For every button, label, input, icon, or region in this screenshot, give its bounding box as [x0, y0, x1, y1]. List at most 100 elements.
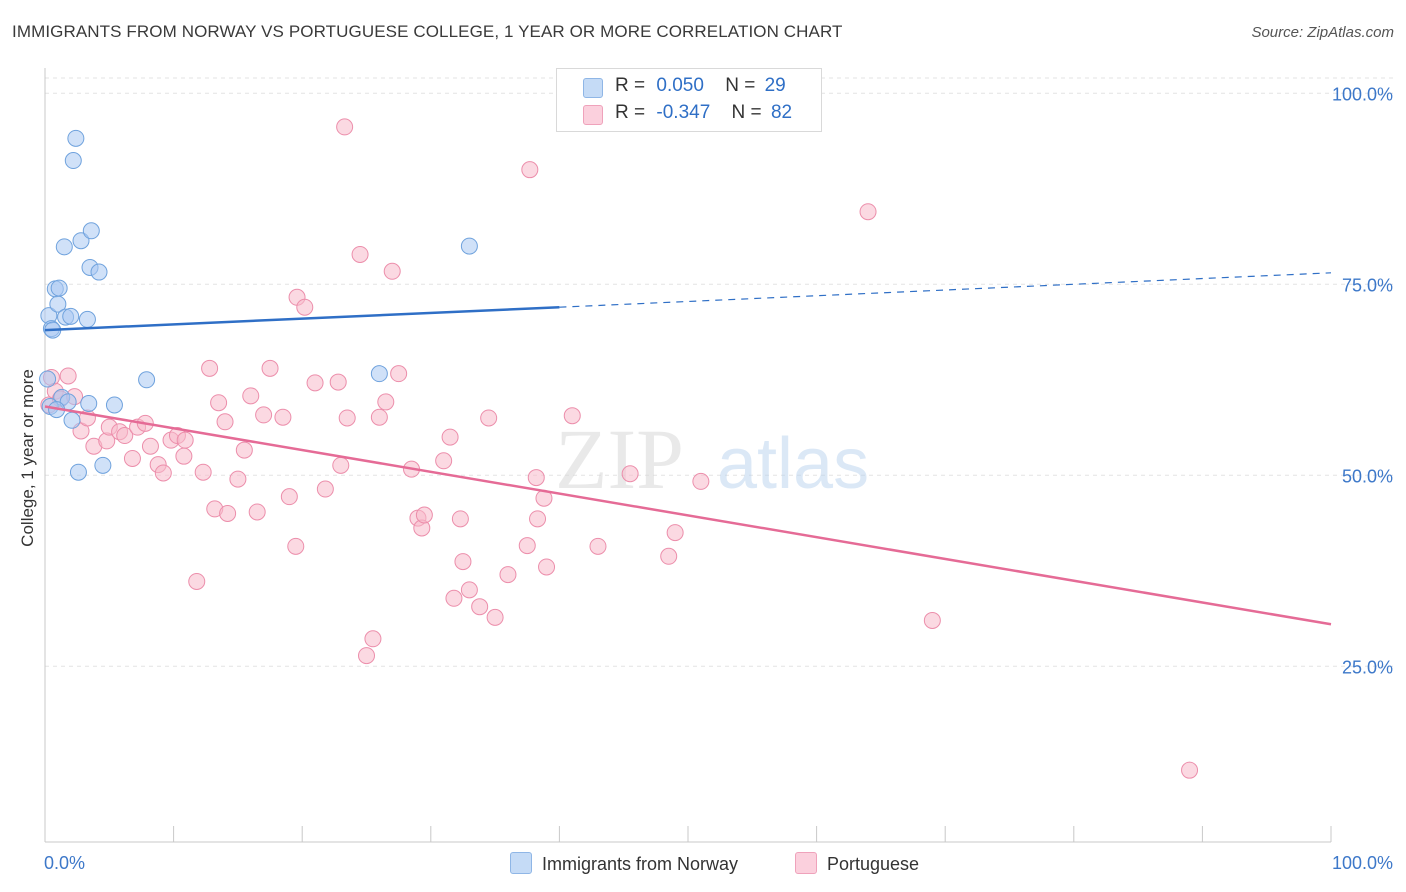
- correlation-legend: R = 0.050 N = 29 R = -0.347 N = 82: [556, 68, 822, 132]
- point-portuguese: [216, 413, 234, 431]
- point-norway: [138, 371, 156, 389]
- point-portuguese: [660, 547, 678, 565]
- point-norway: [460, 237, 478, 255]
- point-portuguese: [261, 359, 279, 377]
- point-portuguese: [229, 470, 247, 488]
- point-portuguese: [123, 449, 141, 467]
- grid: [45, 77, 1394, 667]
- legend-r-label: R =: [615, 75, 646, 96]
- trend-line-norway-extension: [559, 272, 1332, 308]
- point-portuguese: [316, 480, 334, 498]
- point-portuguese: [175, 447, 193, 465]
- trend-line-portuguese: [44, 405, 1332, 626]
- point-portuguese: [219, 504, 237, 522]
- point-portuguese: [383, 262, 401, 280]
- point-norway: [39, 370, 57, 388]
- point-portuguese: [296, 298, 314, 316]
- point-portuguese: [364, 630, 382, 648]
- point-portuguese: [154, 464, 172, 482]
- point-portuguese: [370, 408, 388, 426]
- y-tick-label: 100.0%: [1332, 84, 1393, 104]
- point-norway: [67, 129, 85, 147]
- point-portuguese: [242, 387, 260, 405]
- point-norway: [370, 365, 388, 383]
- watermark: ZIP atlas: [555, 411, 869, 507]
- legend-swatch-norway: [583, 78, 603, 98]
- chart-title: IMMIGRANTS FROM NORWAY VS PORTUGUESE COL…: [12, 22, 843, 41]
- point-norway: [80, 394, 98, 412]
- point-portuguese: [486, 608, 504, 626]
- point-norway: [69, 463, 87, 481]
- point-portuguese: [255, 406, 273, 424]
- point-norway: [105, 396, 123, 414]
- point-norway: [72, 232, 90, 250]
- point-portuguese: [176, 431, 194, 449]
- trend-lines: [44, 272, 1332, 626]
- point-portuguese: [415, 506, 433, 524]
- point-portuguese: [923, 611, 941, 629]
- point-portuguese: [351, 245, 369, 263]
- point-portuguese: [336, 118, 354, 136]
- point-portuguese: [188, 572, 206, 590]
- point-portuguese: [59, 367, 77, 385]
- tick-labels: 25.0% 50.0% 75.0% 100.0% 0.0% 100.0%: [44, 84, 1393, 873]
- point-portuguese: [1181, 761, 1199, 779]
- point-portuguese: [527, 469, 545, 487]
- point-portuguese: [287, 537, 305, 555]
- point-portuguese: [441, 428, 459, 446]
- point-portuguese: [451, 510, 469, 528]
- legend-swatch-portuguese: [583, 105, 603, 125]
- x-tick-label: 0.0%: [44, 853, 85, 873]
- point-portuguese: [329, 373, 347, 391]
- point-portuguese: [538, 558, 556, 576]
- point-norway: [64, 152, 82, 170]
- point-portuguese: [471, 598, 489, 616]
- legend-n-label: N =: [725, 75, 756, 96]
- point-portuguese: [332, 456, 350, 474]
- point-portuguese: [589, 537, 607, 555]
- point-portuguese: [274, 408, 292, 426]
- point-norway: [78, 310, 96, 328]
- point-norway: [62, 307, 80, 325]
- legend-n-value-portuguese: 82: [770, 102, 793, 123]
- point-portuguese: [445, 589, 463, 607]
- point-portuguese: [666, 524, 684, 542]
- axes: [44, 68, 1332, 843]
- point-portuguese: [194, 463, 212, 481]
- point-portuguese: [358, 647, 375, 665]
- source-label: Source: ZipAtlas.com: [1251, 24, 1394, 41]
- point-portuguese: [692, 472, 710, 490]
- point-portuguese: [210, 394, 228, 412]
- point-portuguese: [390, 365, 408, 383]
- y-tick-label: 75.0%: [1342, 275, 1393, 295]
- point-norway: [50, 279, 68, 297]
- y-tick-label: 50.0%: [1342, 466, 1393, 486]
- watermark-atlas: atlas: [717, 424, 869, 504]
- point-portuguese: [454, 553, 472, 571]
- point-portuguese: [280, 488, 298, 506]
- legend-r-value-norway: 0.050: [656, 75, 704, 96]
- point-norway: [90, 263, 108, 281]
- bottom-legend-swatch-portuguese: [795, 852, 817, 874]
- point-portuguese: [377, 393, 395, 411]
- point-portuguese: [116, 427, 134, 445]
- legend-r-label: R =: [615, 102, 646, 123]
- legend-n-value-norway: 29: [764, 75, 786, 96]
- point-portuguese: [499, 566, 517, 584]
- point-portuguese: [338, 409, 356, 427]
- point-portuguese: [201, 359, 219, 377]
- point-portuguese: [518, 537, 536, 555]
- bottom-legend-label-portuguese: Portuguese: [827, 854, 920, 874]
- bottom-legend-portuguese: Portuguese: [795, 852, 919, 875]
- legend-r-value-portuguese: -0.347: [656, 102, 711, 123]
- point-norway: [63, 411, 81, 429]
- x-tick-label: 100.0%: [1332, 853, 1393, 873]
- point-norway: [55, 238, 73, 256]
- bottom-legend-label-norway: Immigrants from Norway: [542, 854, 739, 874]
- point-portuguese: [621, 465, 639, 483]
- point-portuguese: [859, 203, 877, 221]
- bottom-legend-norway: Immigrants from Norway: [510, 852, 738, 875]
- point-portuguese: [563, 407, 581, 425]
- bottom-legend-swatch-norway: [510, 852, 532, 874]
